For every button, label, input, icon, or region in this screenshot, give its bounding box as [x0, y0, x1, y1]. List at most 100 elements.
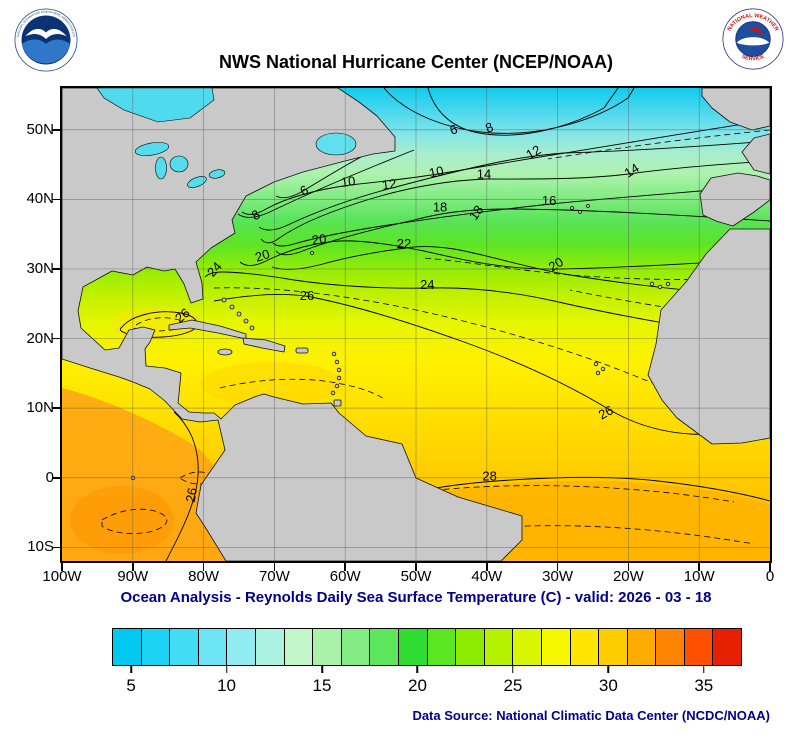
lon-tick-label: 100W [42, 568, 82, 585]
colorbar-tick-mark [416, 666, 419, 673]
lat-tick-mark [52, 407, 60, 409]
lon-tick-label: 90W [117, 568, 149, 585]
contour-line [260, 160, 770, 244]
lat-tick-mark [52, 546, 60, 549]
colorbar-tick-label: 25 [503, 676, 523, 695]
contour-line [272, 184, 770, 247]
lat-tick-label: 10S [27, 538, 54, 556]
nws-ring-text-bottom: SERVICE [741, 54, 766, 63]
island-dots-cape-verde [593, 361, 606, 376]
hudson-bay [96, 88, 215, 123]
map-caption: Ocean Analysis - Reynolds Daily Sea Surf… [120, 589, 712, 606]
lat-tick-label: 50N [26, 120, 54, 138]
colorbar-cell [113, 629, 142, 665]
contour-label: 10 [428, 163, 445, 181]
land-british-isles [701, 88, 770, 131]
colorbar-tick-mark [607, 666, 610, 673]
contour-line [119, 311, 198, 338]
contour-label: 26 [300, 288, 314, 303]
contour-label: 26 [183, 486, 200, 503]
colorbar-cell [684, 629, 714, 665]
colorbar-tick-label: 15 [312, 676, 332, 695]
contour-label: 20 [253, 246, 271, 265]
island-puerto-rico [295, 347, 309, 354]
lon-tick-mark [486, 563, 488, 571]
lat-tick-label: 30N [26, 259, 54, 277]
colorbar-cell [370, 629, 399, 665]
contour-line [237, 149, 415, 218]
noaa-emblem-svg: NATIONAL OCEANIC AND ATMOSPHERIC ADMINIS… [14, 8, 78, 72]
colorbar-cell [227, 629, 256, 665]
page-title: NWS National Hurricane Center (NCEP/NOAA… [218, 52, 614, 72]
nws-logo: NATIONAL WEATHER SERVICE [722, 8, 784, 70]
lon-tick-label: 60W [329, 568, 361, 585]
contour-line [239, 240, 770, 270]
grid-lines [62, 88, 770, 561]
lat-tick-mark [52, 337, 60, 340]
colorbar-cell [541, 629, 571, 665]
contour-label: 20 [311, 231, 327, 248]
island-dots-bahamas [221, 297, 255, 331]
colorbar-cell [570, 629, 600, 665]
contour-label: 16 [542, 193, 556, 208]
lat-tick-label: 40N [26, 190, 54, 208]
lon-tick-mark [627, 563, 630, 571]
contour-line [204, 271, 770, 339]
lon-tick-mark [344, 563, 346, 571]
colorbar [112, 628, 742, 666]
lon-tick-label: 0 [765, 568, 775, 585]
noaa-sea [22, 39, 70, 64]
nws-bird-icon [749, 27, 764, 36]
lon-tick-mark [61, 563, 63, 571]
colorbar-tick-label: 35 [694, 676, 714, 695]
contour-label: 14 [622, 160, 642, 180]
lat-tick-mark [52, 129, 60, 131]
lon-tick-mark [769, 563, 771, 571]
land-france [741, 133, 770, 175]
contour-label: 18 [466, 202, 487, 222]
colorbar-cell [513, 629, 542, 665]
colorbar-tick-mark [703, 666, 705, 673]
colorbar-cell [255, 629, 285, 665]
contour-line [241, 119, 770, 215]
contour-label: 26 [596, 402, 616, 422]
lon-tick-label: 50W [400, 568, 432, 585]
contour-line [165, 411, 199, 561]
lon-tick-label: 40W [471, 568, 503, 585]
colorbar-cell [656, 629, 685, 665]
island-bermuda [310, 251, 314, 255]
contour-label: 6 [448, 121, 460, 138]
land-west-africa [647, 228, 770, 445]
nws-wave-icon [736, 37, 770, 46]
colorbar-tick-mark [321, 666, 323, 673]
contour-label: 12 [523, 142, 543, 162]
contour-label: 18 [433, 200, 447, 215]
colorbar-cell [198, 629, 228, 665]
island-dots-canaries [649, 281, 671, 290]
contour-line-dashed [179, 471, 217, 485]
contour-line [427, 88, 619, 136]
contour-label: 12 [381, 176, 397, 193]
colorbar-tick-mark [225, 666, 228, 673]
contour-lines-solid [119, 88, 770, 561]
lat-tick-label: 20N [26, 329, 54, 347]
contour-label: 22 [397, 236, 411, 251]
lon-tick-mark [273, 563, 276, 571]
colorbar-tick-mark [512, 666, 514, 673]
contour-line-dashed [219, 378, 385, 400]
lon-tick-mark [132, 563, 134, 571]
contour-line [275, 208, 770, 256]
lon-tick-mark [556, 563, 559, 571]
gulf-st-lawrence [315, 132, 357, 156]
island-trinidad [333, 399, 342, 407]
contour-line [213, 294, 729, 435]
contour-line [258, 140, 770, 231]
great-lakes [134, 142, 226, 188]
data-source-credit: Data Source: National Climatic Data Cent… [412, 708, 770, 723]
colorbar-tick-label: 20 [407, 676, 427, 695]
map-frame: 6 8 10 12 10 12 14 14 16 18 18 6 8 20 20 22 24 20 24 26 26 26… [60, 86, 772, 563]
colorbar-tick-mark [130, 666, 132, 673]
colorbar-cell [284, 629, 314, 665]
colorbar-cell [484, 629, 514, 665]
